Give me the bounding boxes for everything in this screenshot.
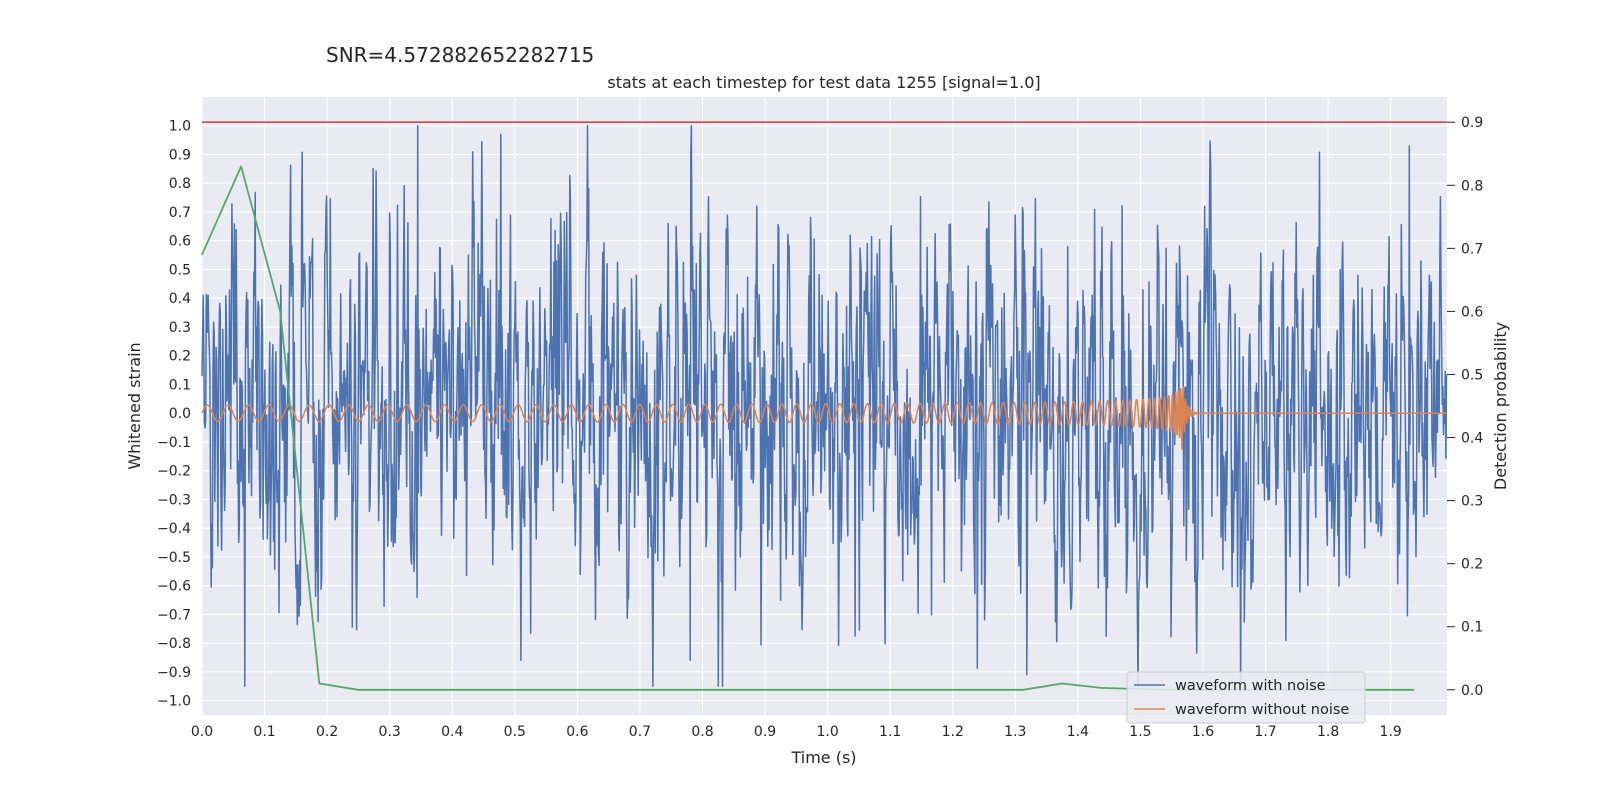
x-axis-ticks: 0.0 0.1 0.2 0.3 0.4 0.5 0.6 0.7 0.8 0.9 1.0 1.1 1.2 1… — [191, 724, 1402, 740]
x-tick-label: 1.3 — [1004, 724, 1026, 740]
x-tick-label: 1.1 — [879, 724, 901, 740]
y2-tick-label: 0.9 — [1461, 115, 1483, 131]
y2-tick-label: 0.7 — [1461, 241, 1483, 257]
y-tick-label: 0.2 — [169, 349, 191, 365]
y2-tick-label: 0.5 — [1461, 367, 1483, 383]
y2-tick-label: 0.0 — [1461, 683, 1483, 699]
x-tick-label: 1.4 — [1067, 724, 1089, 740]
y-axis-ticks: 1.0 0.9 0.8 0.7 0.6 0.5 0.4 0.3 0.2 0.1 0.0 −0.1 −0.… — [157, 119, 191, 710]
x-tick-label: 0.1 — [253, 724, 275, 740]
y2-axis-ticks: 0.9 0.8 0.7 0.6 0.5 0.4 0.3 0.2 0.1 0.0 — [1447, 115, 1483, 699]
y2-tick-label: 0.8 — [1461, 178, 1483, 194]
y-tick-label: 0.5 — [169, 262, 191, 278]
y-axis-label: Whitened strain — [125, 342, 144, 469]
y-tick-label: −0.1 — [157, 435, 191, 451]
legend-label-clean: waveform without noise — [1175, 702, 1349, 718]
y-tick-label: −0.2 — [157, 464, 191, 480]
y-tick-label: −0.8 — [157, 636, 191, 652]
x-tick-label: 1.8 — [1317, 724, 1339, 740]
y2-tick-label: 0.4 — [1461, 431, 1483, 447]
x-tick-label: 0.0 — [191, 724, 213, 740]
y-tick-label: −0.6 — [157, 579, 191, 595]
suptitle: SNR=4.572882652282715 — [326, 43, 594, 67]
y-tick-label: 0.7 — [169, 205, 191, 221]
x-axis-label: Time (s) — [790, 748, 856, 767]
y-tick-label: −0.7 — [157, 607, 191, 623]
x-tick-label: 0.5 — [504, 724, 526, 740]
x-tick-label: 0.2 — [316, 724, 338, 740]
y2-tick-label: 0.3 — [1461, 494, 1483, 510]
y-tick-label: 0.6 — [169, 234, 191, 250]
y-tick-label: −0.4 — [157, 521, 191, 537]
y-tick-label: 0.3 — [169, 320, 191, 336]
x-tick-label: 0.3 — [379, 724, 401, 740]
y-tick-label: 1.0 — [169, 119, 191, 135]
y-tick-label: 0.4 — [169, 291, 191, 307]
x-tick-label: 1.2 — [942, 724, 964, 740]
y-tick-label: 0.9 — [169, 147, 191, 163]
x-tick-label: 0.4 — [441, 724, 463, 740]
y2-axis-label: Detection probability — [1491, 322, 1510, 490]
y-tick-label: 0.0 — [169, 406, 191, 422]
legend-label-noisy: waveform with noise — [1175, 678, 1326, 694]
x-tick-label: 0.6 — [566, 724, 588, 740]
y2-tick-label: 0.1 — [1461, 620, 1483, 636]
x-tick-label: 1.5 — [1129, 724, 1151, 740]
y-tick-label: −0.5 — [157, 550, 191, 566]
x-tick-label: 0.9 — [754, 724, 776, 740]
y-tick-label: −0.3 — [157, 492, 191, 508]
y2-tick-label: 0.6 — [1461, 304, 1483, 320]
y-tick-label: −0.9 — [157, 665, 191, 681]
x-tick-label: 0.7 — [629, 724, 651, 740]
x-tick-label: 1.7 — [1254, 724, 1276, 740]
y-tick-label: −1.0 — [157, 694, 191, 710]
x-tick-label: 0.8 — [691, 724, 713, 740]
x-tick-label: 1.6 — [1192, 724, 1214, 740]
chart-title: stats at each timestep for test data 125… — [607, 73, 1040, 92]
y-tick-label: 0.8 — [169, 176, 191, 192]
x-tick-label: 1.0 — [816, 724, 838, 740]
x-tick-label: 1.9 — [1380, 724, 1402, 740]
y2-tick-label: 0.2 — [1461, 557, 1483, 573]
y-tick-label: 0.1 — [169, 377, 191, 393]
legend: waveform with noise waveform without noi… — [1127, 672, 1365, 723]
